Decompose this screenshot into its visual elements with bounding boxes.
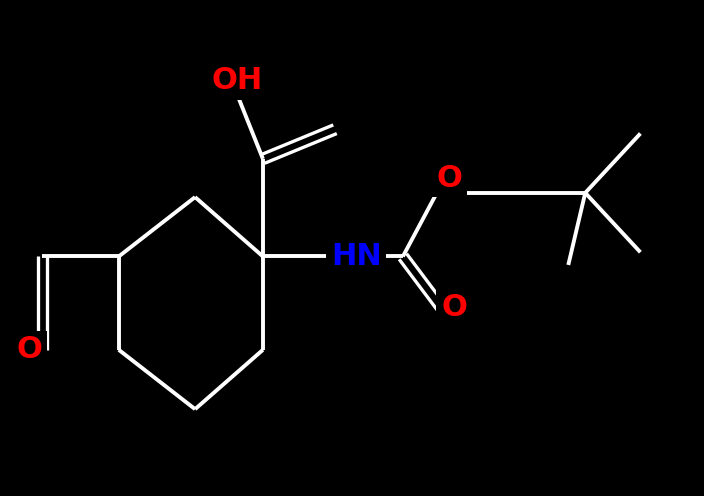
Text: O: O [16, 335, 42, 364]
Text: O: O [436, 164, 463, 193]
Text: OH: OH [212, 66, 263, 95]
Text: HN: HN [331, 242, 382, 271]
Text: O: O [441, 293, 467, 322]
